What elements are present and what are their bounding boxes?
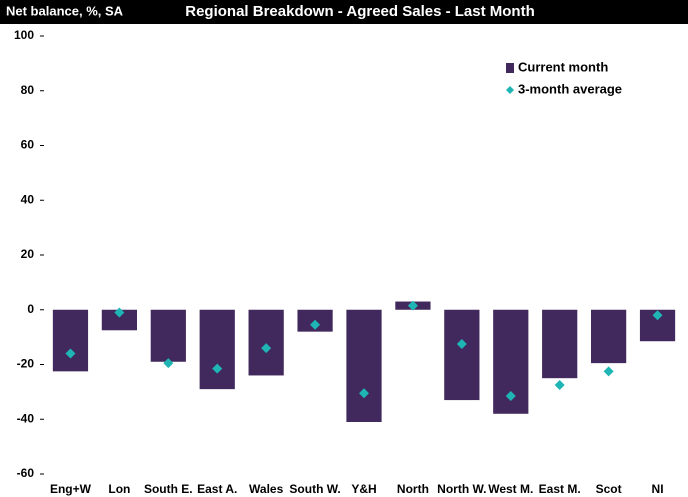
x-tick-label: Wales	[249, 482, 284, 496]
bar	[101, 309, 137, 331]
y-tick-label: 40	[21, 192, 35, 206]
y-tick-label: 80	[21, 83, 35, 97]
bar	[248, 309, 284, 376]
x-tick-label: North	[397, 482, 429, 496]
x-tick-label: South W.	[289, 482, 340, 496]
diamond-marker	[359, 388, 369, 399]
y-tick-label: -20	[17, 357, 35, 371]
y-tick-label: -40	[17, 411, 35, 425]
x-tick-label: West M.	[488, 482, 533, 496]
legend-label: Current month	[518, 59, 608, 74]
diamond-marker	[261, 343, 272, 354]
legend-label: 3-month average	[518, 81, 622, 96]
x-tick-label: Y&H	[351, 482, 376, 496]
diamond-marker	[603, 366, 614, 377]
x-tick-label: Scot	[596, 482, 622, 496]
x-tick-label: Lon	[108, 482, 130, 496]
y-tick-label: 20	[21, 247, 35, 261]
bar	[346, 309, 382, 422]
chart-title: Regional Breakdown - Agreed Sales - Last…	[185, 3, 535, 20]
diamond-marker	[407, 300, 418, 311]
legend-swatch	[506, 86, 514, 94]
diamond-marker	[212, 363, 223, 374]
bar	[52, 309, 89, 372]
bar	[150, 309, 186, 362]
header-bar	[0, 0, 688, 24]
y-tick-label: 100	[14, 28, 34, 42]
diamond-marker	[114, 307, 125, 318]
diamond-marker	[456, 338, 467, 349]
diamond-marker	[652, 310, 663, 321]
x-tick-label: Eng+W	[50, 482, 92, 496]
x-tick-label: East M.	[539, 482, 581, 496]
y-tick-label: -60	[17, 466, 35, 480]
legend-swatch	[506, 63, 514, 73]
diamond-marker	[163, 358, 174, 369]
x-tick-label: South E.	[144, 482, 193, 496]
y-axis-label: Net balance, %, SA	[6, 3, 124, 18]
x-tick-label: NI	[652, 482, 664, 496]
x-tick-label: East A.	[197, 482, 237, 496]
diamond-marker	[505, 390, 516, 401]
bar	[591, 309, 627, 364]
x-tick-label: North W.	[437, 482, 486, 496]
y-tick-label: 60	[21, 138, 35, 152]
bar	[199, 309, 235, 390]
diamond-marker	[554, 380, 565, 391]
bar	[444, 309, 480, 401]
diamond-marker	[310, 319, 321, 330]
diamond-marker	[65, 348, 76, 359]
bar	[542, 309, 578, 379]
y-tick-label: 0	[27, 302, 34, 316]
